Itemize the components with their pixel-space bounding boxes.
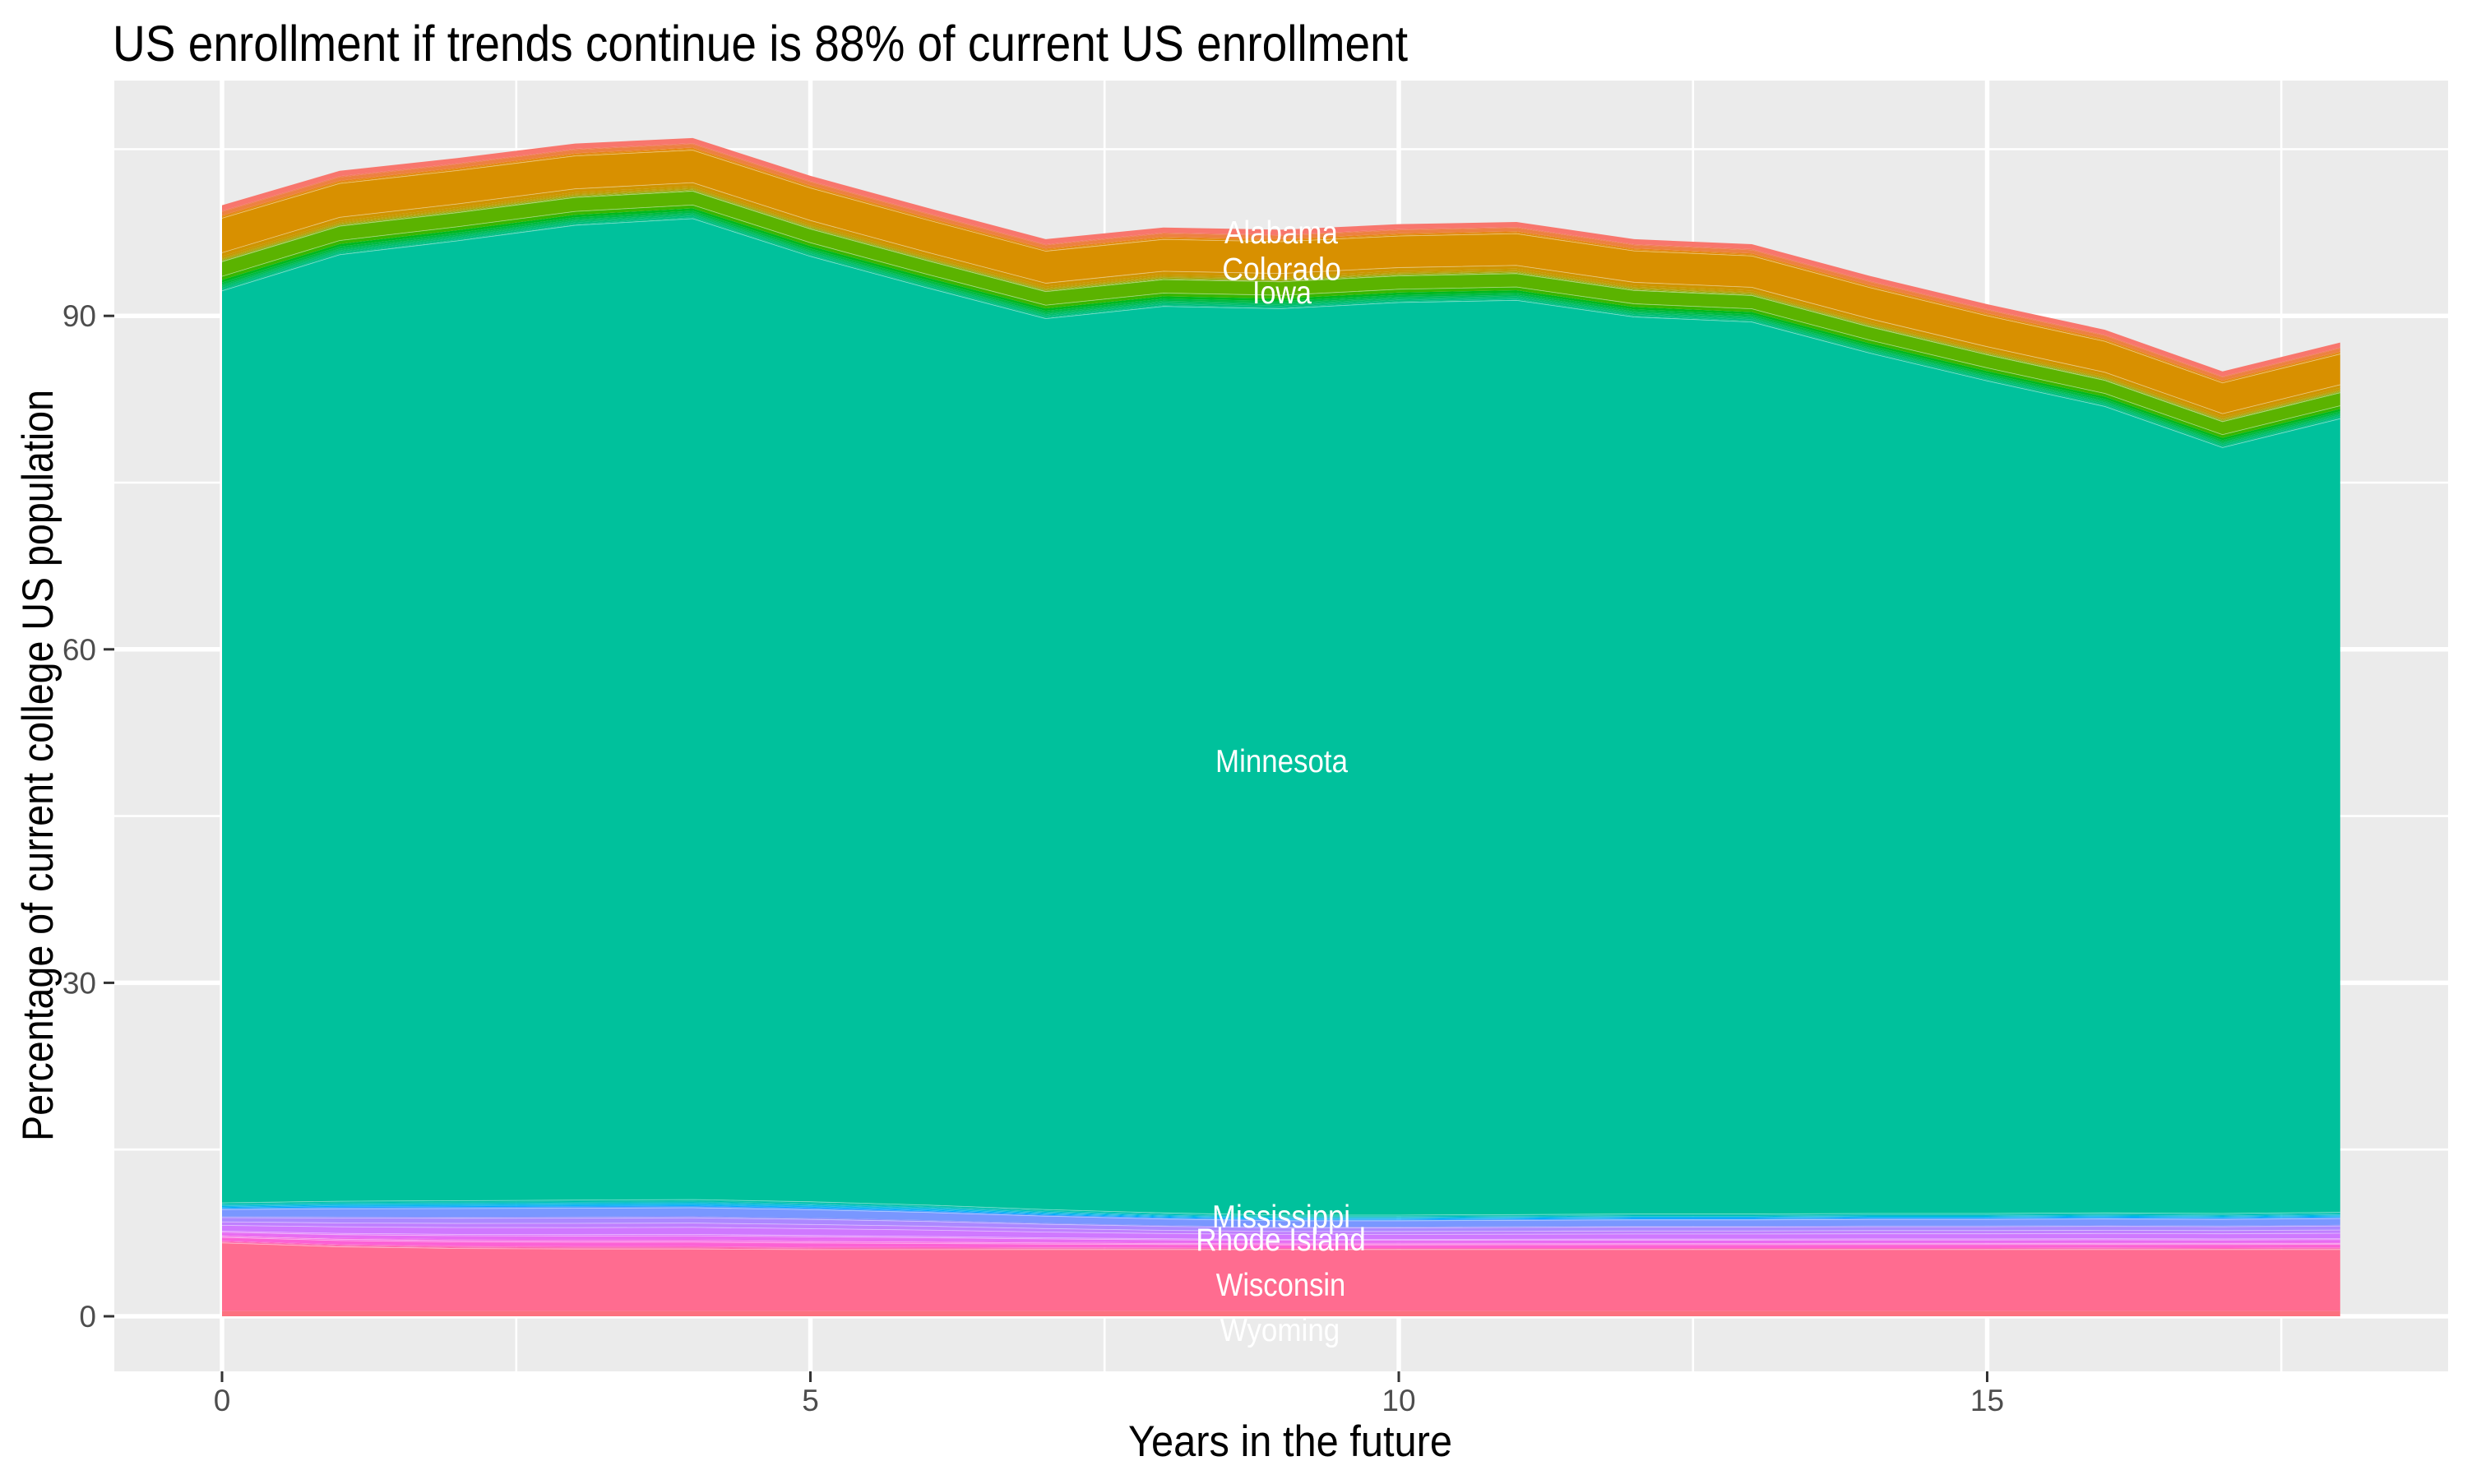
- svg-text:10: 10: [1382, 1384, 1415, 1417]
- svg-text:Mississippi: Mississippi: [1212, 1200, 1350, 1235]
- svg-text:Percentage of current college: Percentage of current college US populat…: [14, 390, 62, 1141]
- svg-text:Alabama: Alabama: [1224, 215, 1338, 251]
- svg-text:Minnesota: Minnesota: [1215, 744, 1348, 779]
- svg-text:5: 5: [802, 1384, 819, 1417]
- svg-text:15: 15: [1970, 1384, 2004, 1417]
- svg-text:Years in the future: Years in the future: [1128, 1417, 1452, 1466]
- svg-text:US enrollment if trends contin: US enrollment if trends continue is 88% …: [113, 16, 1408, 72]
- svg-text:Colorado: Colorado: [1222, 252, 1341, 288]
- svg-text:60: 60: [62, 633, 96, 667]
- svg-text:0: 0: [214, 1384, 231, 1417]
- svg-text:Iowa: Iowa: [1252, 275, 1312, 311]
- svg-text:90: 90: [62, 299, 96, 333]
- svg-text:Wyoming: Wyoming: [1220, 1313, 1340, 1348]
- svg-text:30: 30: [62, 966, 96, 1000]
- svg-text:Rhode Island: Rhode Island: [1196, 1223, 1366, 1258]
- svg-text:0: 0: [79, 1300, 96, 1334]
- svg-text:Wisconsin: Wisconsin: [1216, 1268, 1346, 1303]
